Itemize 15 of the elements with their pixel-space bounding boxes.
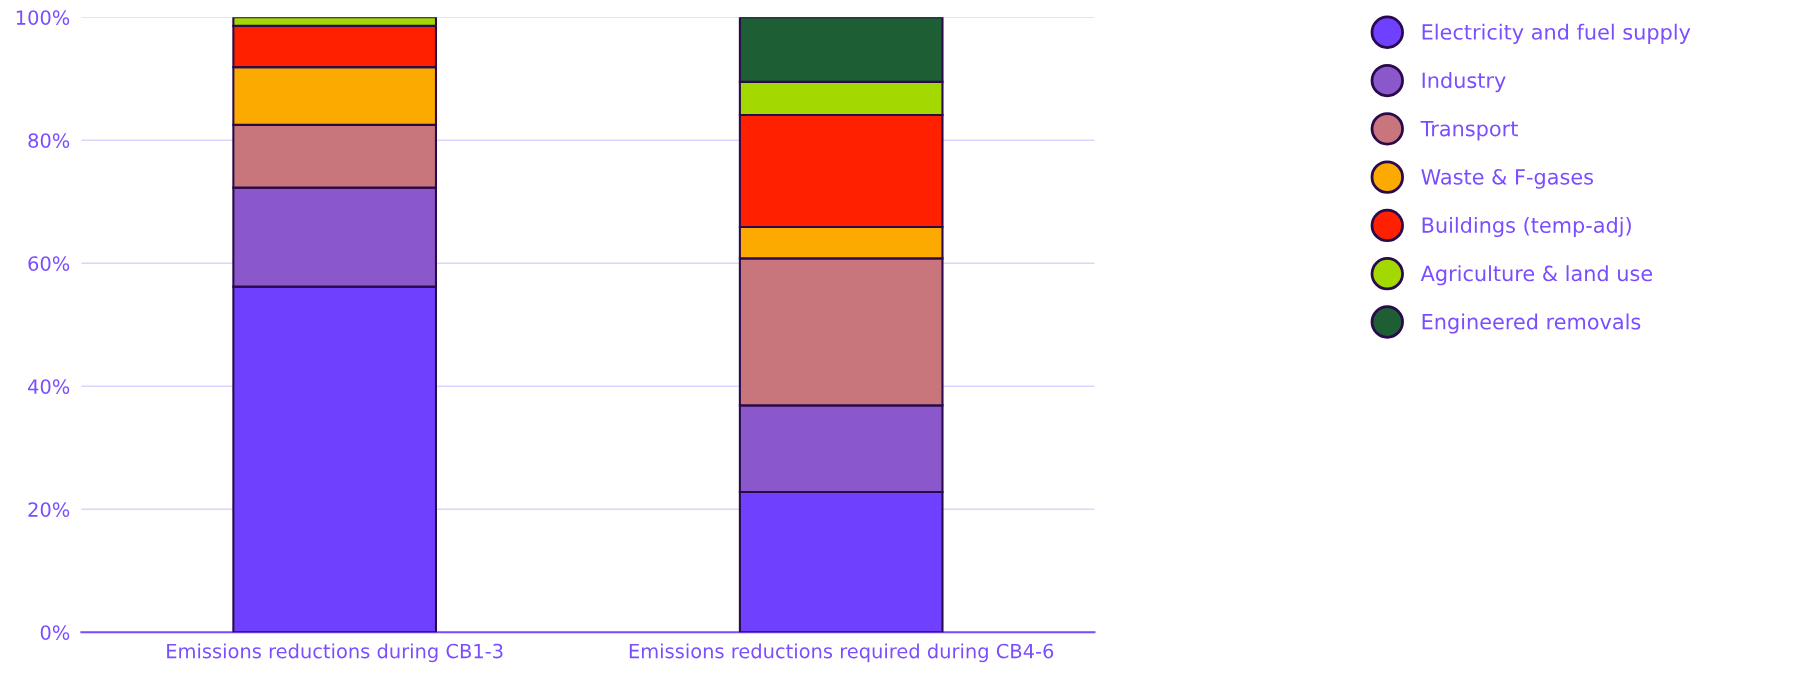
y-tick-label: 60% <box>28 256 70 271</box>
legend-label: Engineered removals <box>1422 313 1641 334</box>
y-tick-label: 0% <box>40 625 70 640</box>
legend-label: Electricity and fuel supply <box>1422 23 1691 44</box>
legend-label: Industry <box>1422 72 1506 93</box>
x-tick-label: Emissions reductions required during CB4-6 <box>629 643 1054 663</box>
y-tick-label: 20% <box>28 502 70 517</box>
legend-label: Buildings (temp-adj) <box>1422 216 1631 238</box>
legend-label: Agriculture & land use <box>1420 265 1653 286</box>
legend-label: Waste & F-gases <box>1421 168 1593 189</box>
y-tick-label: 80% <box>28 133 70 148</box>
legend-label: Transport <box>1420 120 1518 141</box>
y-tick-label: 40% <box>28 379 70 394</box>
y-tick-label: 100% <box>16 10 70 25</box>
x-tick-label: Emissions reductions during CB1-3 <box>167 643 503 663</box>
